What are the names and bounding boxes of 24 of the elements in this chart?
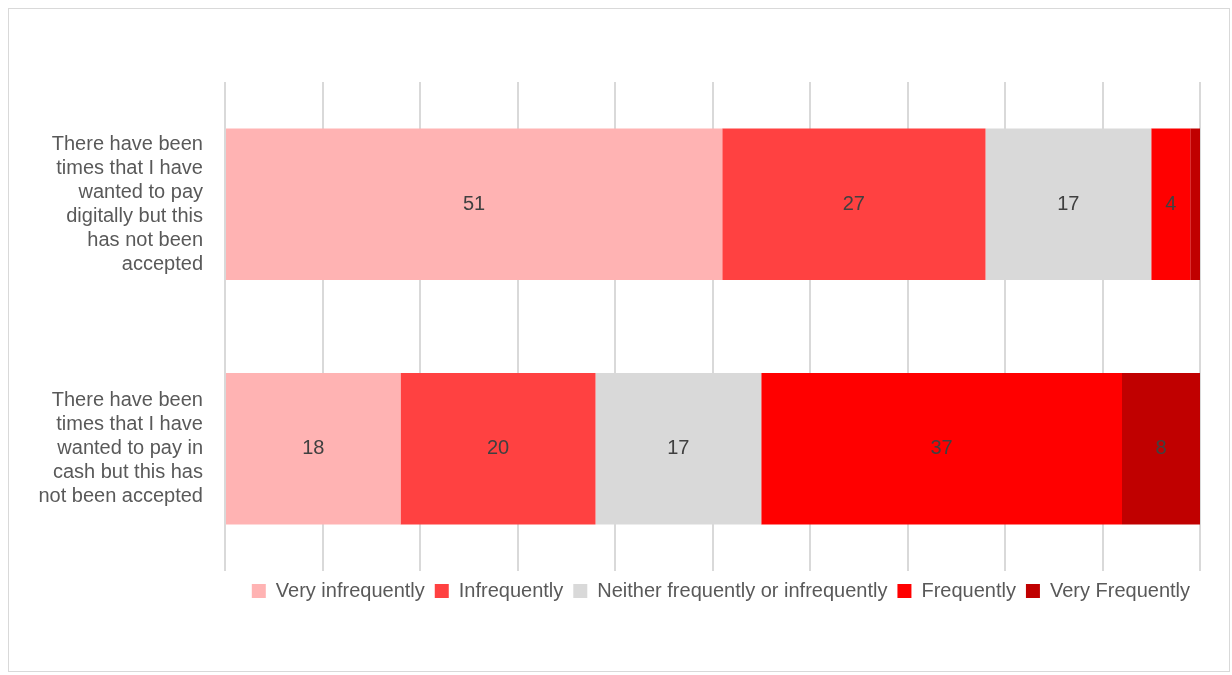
data-label: 8 (1155, 436, 1167, 459)
y-tick-label: There have been times that I have wanted to pay in cash but this has not been accepted (38, 388, 203, 507)
bar (1151, 128, 1191, 281)
legend-label: Infrequently (458, 578, 564, 601)
legend-label: Very Frequently (1049, 578, 1191, 601)
bar (1190, 128, 1200, 281)
data-label: 18 (302, 436, 325, 459)
data-label: 37 (930, 436, 953, 459)
legend-label: Very infrequently (275, 578, 425, 601)
y-tick-label: There have been times that I have wanted to pay digitally but this has not been accepted (51, 131, 203, 274)
bar (226, 128, 723, 281)
data-label: 20 (486, 436, 510, 459)
bar (1122, 372, 1200, 525)
bar (761, 372, 1122, 525)
data-label: 4 (1165, 191, 1177, 214)
data-label: 27 (842, 191, 865, 214)
bar (226, 372, 401, 525)
data-label: 17 (1057, 191, 1080, 214)
data-label: 17 (667, 436, 690, 459)
data-label: 51 (463, 191, 486, 214)
bar (722, 128, 986, 281)
legend-label: Neither frequently or infrequently (597, 578, 888, 601)
legend-label: Frequently (921, 578, 1016, 601)
bar (400, 372, 596, 525)
